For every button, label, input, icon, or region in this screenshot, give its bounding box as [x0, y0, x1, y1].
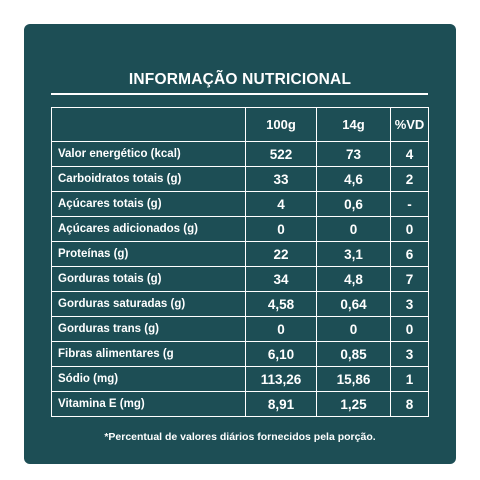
- value-100g-cell: 33: [245, 166, 317, 192]
- table-row: Proteínas (g) 22 3,1 6: [51, 241, 429, 267]
- value-100g-cell: 4,58: [245, 291, 317, 317]
- nutrient-label-cell: Gorduras totais (g): [51, 266, 246, 292]
- header-cell-vd: %VD: [390, 107, 429, 142]
- value-14g-cell: 73: [316, 141, 391, 167]
- value-vd-cell: 3: [390, 291, 429, 317]
- value-100g-cell: 8,91: [245, 391, 317, 417]
- value-100g-cell: 6,10: [245, 341, 317, 367]
- value-vd-cell: 0: [390, 316, 429, 342]
- value-100g-cell: 22: [245, 241, 317, 267]
- table-row: Açúcares adicionados (g) 0 0 0: [51, 216, 429, 242]
- nutrient-label-cell: Carboidratos totais (g): [51, 166, 246, 192]
- panel-title: INFORMAÇÃO NUTRICIONAL: [128, 71, 352, 88]
- value-vd-cell: 6: [390, 241, 429, 267]
- header-cell-nutrient: [51, 107, 246, 142]
- value-100g-cell: 113,26: [245, 366, 317, 392]
- value-vd-cell: 2: [390, 166, 429, 192]
- value-vd-cell: -: [390, 191, 429, 217]
- value-100g-cell: 34: [245, 266, 317, 292]
- nutrient-label-cell: Sódio (mg): [51, 366, 246, 392]
- table-row: Sódio (mg) 113,26 15,86 1: [51, 366, 429, 392]
- nutrient-label-cell: Açúcares adicionados (g): [51, 216, 246, 242]
- value-vd-cell: 0: [390, 216, 429, 242]
- value-vd-cell: 3: [390, 341, 429, 367]
- value-vd-cell: 1: [390, 366, 429, 392]
- table-row: Gorduras trans (g) 0 0 0: [51, 316, 429, 342]
- table-header-row: 100g 14g %VD: [51, 107, 429, 142]
- table-row: Gorduras totais (g) 34 4,8 7: [51, 266, 429, 292]
- footnote: *Percentual de valores diários fornecido…: [104, 431, 376, 443]
- table-row: Carboidratos totais (g) 33 4,6 2: [51, 166, 429, 192]
- value-14g-cell: 0: [316, 216, 391, 242]
- table-row: Gorduras saturadas (g) 4,58 0,64 3: [51, 291, 429, 317]
- value-14g-cell: 0,6: [316, 191, 391, 217]
- table-row: Valor energético (kcal) 522 73 4: [51, 141, 429, 167]
- value-14g-cell: 0: [316, 316, 391, 342]
- value-14g-cell: 15,86: [316, 366, 391, 392]
- value-14g-cell: 0,64: [316, 291, 391, 317]
- value-vd-cell: 4: [390, 141, 429, 167]
- value-14g-cell: 1,25: [316, 391, 391, 417]
- value-14g-cell: 4,6: [316, 166, 391, 192]
- header-cell-14g: 14g: [316, 107, 391, 142]
- value-vd-cell: 7: [390, 266, 429, 292]
- table-row: Açúcares totais (g) 4 0,6-: [51, 191, 429, 217]
- header-cell-100g: 100g: [245, 107, 317, 142]
- nutrient-label-cell: Valor energético (kcal): [51, 141, 246, 167]
- value-100g-cell: 4: [245, 191, 317, 217]
- value-14g-cell: 3,1: [316, 241, 391, 267]
- value-100g-cell: 522: [245, 141, 317, 167]
- nutrient-label-cell: Açúcares totais (g): [51, 191, 246, 217]
- table-row: Fibras alimentares (g 6,10 0,85 3: [51, 341, 429, 367]
- nutrient-label-cell: Gorduras trans (g): [51, 316, 246, 342]
- value-100g-cell: 0: [245, 216, 317, 242]
- nutrient-label-cell: Proteínas (g): [51, 241, 246, 267]
- nutrient-label-cell: Gorduras saturadas (g): [51, 291, 246, 317]
- value-100g-cell: 0: [245, 316, 317, 342]
- value-vd-cell: 8: [390, 391, 429, 417]
- title-divider: [51, 93, 428, 95]
- nutrition-table: 100g 14g %VD Valor energético (kcal) 522 7…: [51, 107, 429, 417]
- nutrient-label-cell: Fibras alimentares (g: [51, 341, 246, 367]
- value-14g-cell: 4,8: [316, 266, 391, 292]
- nutrition-facts-panel: INFORMAÇÃO NUTRICIONAL 100g 14g %VD Valo…: [24, 24, 456, 464]
- value-14g-cell: 0,85: [316, 341, 391, 367]
- table-row: Vitamina E (mg) 8,91 1,25 8: [51, 391, 429, 417]
- nutrient-label-cell: Vitamina E (mg): [51, 391, 246, 417]
